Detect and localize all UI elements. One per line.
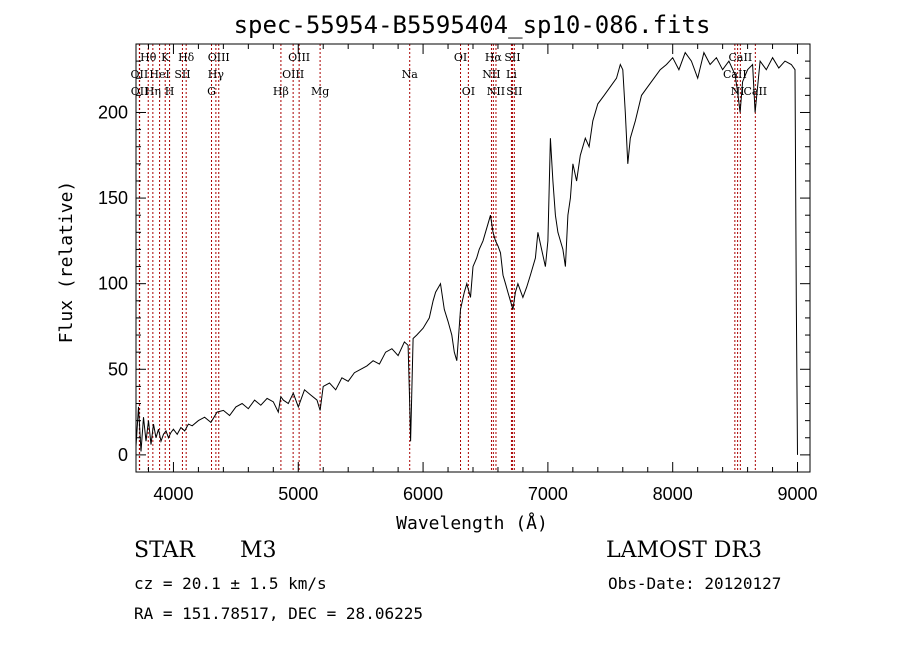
x-tick-label: 5000: [278, 484, 318, 504]
spectral-line-label: NII: [482, 68, 500, 81]
spectral-line-label: Hδ: [178, 51, 195, 64]
spectral-line-label: Na: [402, 68, 419, 81]
spectral-line-label: HeI: [149, 68, 169, 81]
spectral-line-label: H: [165, 85, 175, 98]
spectral-line-label: OIII: [288, 51, 310, 64]
spectral-line-label: CaII: [743, 85, 767, 98]
spectral-line-label: OI: [454, 51, 467, 64]
spectral-line-label: SII: [504, 51, 520, 64]
spectral-line-label: Li: [506, 68, 517, 81]
spectral-line-label: OII: [131, 68, 149, 81]
spectral-line-label: SII: [174, 68, 190, 81]
y-tick-label: 200: [98, 102, 128, 122]
plot-frame: [135, 43, 811, 473]
spectral-line-label: SII: [506, 85, 522, 98]
spectral-line-label: Hγ: [208, 68, 225, 81]
y-tick-label: 150: [98, 188, 128, 208]
object-subclass: M3: [240, 538, 277, 563]
spectral-line-label: NII: [487, 85, 505, 98]
spectral-line-label: OIII: [208, 51, 230, 64]
redshift-velocity: cz = 20.1 ± 1.5 km/s: [134, 574, 327, 593]
y-tick-label: 50: [108, 359, 128, 379]
coordinates: RA = 151.78517, DEC = 28.06225: [134, 604, 423, 623]
x-tick-label: 8000: [653, 484, 693, 504]
spectral-line-label: Mg: [311, 85, 329, 98]
axis-ticks: 4000 5000 6000 7000 8000 9000 0 50 100 150 200: [98, 43, 818, 504]
spectral-line-label: OI: [462, 85, 475, 98]
spectral-line-label: CaII: [729, 51, 753, 64]
x-axis-label: Wavelength (Å): [396, 512, 548, 534]
spectral-line-label: Hη: [145, 85, 161, 98]
chart-title: spec-55954-B5595404_sp10-086.fits: [234, 11, 711, 39]
y-axis-label: Flux (relative): [56, 181, 77, 344]
spectral-line-label: Hα: [485, 51, 503, 64]
spectrum-series-line: [135, 51, 798, 455]
x-tick-label: 7000: [528, 484, 568, 504]
observation-date: Obs-Date: 20120127: [608, 574, 782, 593]
x-tick-label: 9000: [777, 484, 817, 504]
spectrum-chart: spec-55954-B5595404_sp10-086.fits Hθ K Hδ O…: [56, 11, 818, 534]
x-tick-label: 6000: [403, 484, 443, 504]
spectral-line-label: OII: [131, 85, 149, 98]
object-class: STAR: [134, 538, 195, 563]
x-tick-label: 4000: [153, 484, 193, 504]
spectral-line-label: Hθ: [140, 51, 157, 64]
spectral-line-label: K: [161, 51, 170, 64]
spectral-lines: [138, 44, 756, 472]
spectral-line-label: OIII: [282, 68, 304, 81]
y-tick-label: 100: [98, 274, 128, 294]
survey-name: LAMOST DR3: [606, 538, 762, 563]
spectral-line-label: G: [207, 85, 216, 98]
spectral-line-label: Hβ: [273, 85, 289, 98]
y-tick-label: 0: [118, 445, 128, 465]
